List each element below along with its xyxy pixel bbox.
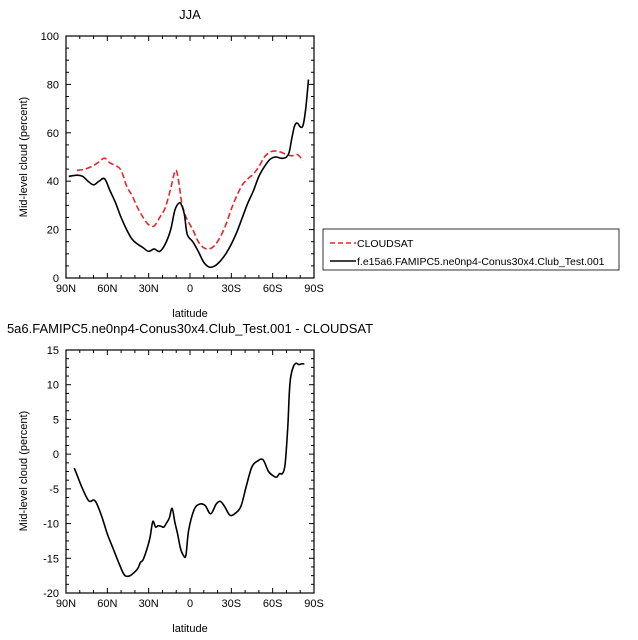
bottom-y-tick-label: -10	[43, 519, 59, 531]
top-x-tick-label: 30N	[139, 283, 159, 295]
top-x-tick-label: 30S	[222, 283, 242, 295]
bottom-y-tick-label: -20	[43, 588, 59, 600]
top-y-ticks: 0 20 40 60 80 100	[41, 31, 314, 285]
top-panel: JJA 90N 60N 30N 0 30S 60S 90S 0 20 40 60 80 100 lat…	[18, 7, 324, 320]
bottom-x-tick-label: 0	[187, 598, 193, 610]
bottom-x-tick-label: 30S	[222, 598, 242, 610]
legend: CLOUDSAT f.e15a6.FAMIPC5.ne0np4-Conus30x…	[322, 228, 620, 271]
bottom-y-tick-label: -15	[43, 553, 59, 565]
legend-box	[322, 228, 620, 271]
bottom-y-ticks: -20 -15 -10 -5 0 5 10 15	[43, 345, 314, 600]
bottom-y-tick-label: -5	[49, 484, 59, 496]
bottom-y-tick-label: 0	[53, 449, 59, 461]
legend-label-cloudsat: CLOUDSAT	[357, 238, 414, 250]
bottom-x-tick-label: 90S	[304, 598, 324, 610]
bottom-plot-frame	[65, 349, 315, 594]
top-x-tick-label: 60N	[97, 283, 117, 295]
top-y-tick-label: 100	[41, 31, 59, 43]
top-series-0-line	[76, 150, 304, 250]
bottom-x-tick-label: 90N	[56, 598, 76, 610]
bottom-x-tick-label: 60N	[97, 598, 117, 610]
bottom-chart-title: 5a6.FAMIPC5.ne0np4-Conus30x4.Club_Test.0…	[7, 321, 373, 336]
top-x-tick-label: 0	[187, 283, 193, 295]
top-x-ticks: 90N 60N 30N 0 30S 60S 90S	[56, 36, 324, 295]
top-x-tick-label: 90N	[56, 283, 76, 295]
bottom-panel: 5a6.FAMIPC5.ne0np4-Conus30x4.Club_Test.0…	[7, 321, 373, 635]
bottom-x-ticks: 90N 60N 30N 0 30S 60S 90S	[56, 350, 324, 610]
top-y-tick-label: 20	[47, 225, 59, 237]
top-y-tick-label: 80	[47, 79, 59, 91]
top-x-tick-label: 90S	[304, 283, 324, 295]
top-y-tick-label: 40	[47, 176, 59, 188]
bottom-x-tick-label: 60S	[263, 598, 283, 610]
top-y-axis-label: Mid-level cloud (percent)	[18, 97, 30, 217]
bottom-series-lines	[73, 362, 305, 578]
top-x-tick-label: 60S	[263, 283, 283, 295]
top-chart-title: JJA	[179, 7, 201, 22]
top-x-axis-label: latitude	[172, 308, 207, 320]
top-y-tick-label: 0	[53, 273, 59, 285]
top-series-lines	[68, 79, 310, 269]
bottom-x-axis-label: latitude	[172, 623, 207, 635]
top-y-tick-label: 60	[47, 128, 59, 140]
legend-label-model: f.e15a6.FAMIPC5.ne0np4-Conus30x4.Club_Te…	[357, 256, 605, 268]
bottom-y-axis-label: Mid-level cloud (percent)	[18, 411, 30, 531]
bottom-series-0-line	[73, 362, 305, 578]
bottom-y-tick-label: 10	[47, 380, 59, 392]
bottom-y-tick-label: 15	[47, 345, 59, 357]
bottom-x-tick-label: 30N	[139, 598, 159, 610]
bottom-y-tick-label: 5	[53, 414, 59, 426]
top-series-1-line	[68, 79, 310, 269]
